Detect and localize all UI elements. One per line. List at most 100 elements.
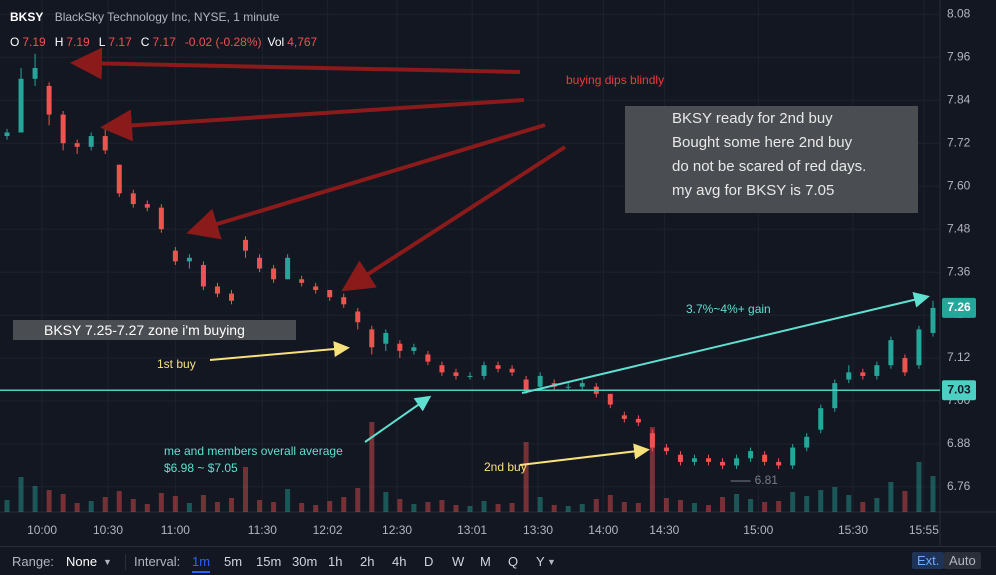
volume-bar <box>902 491 908 512</box>
interval-button[interactable]: 30m <box>292 554 318 569</box>
volume-bar <box>144 504 150 512</box>
price-label-box <box>942 297 976 318</box>
volume-bar <box>860 502 866 512</box>
volume-bar <box>537 497 543 512</box>
change: -0.02 (-0.28%) <box>184 35 262 49</box>
x-tick-label: 15:00 <box>743 523 773 537</box>
candle-body <box>734 458 740 466</box>
volume-bar <box>495 504 501 512</box>
candle-body <box>790 447 796 466</box>
volume-bar <box>916 462 922 512</box>
candle-body <box>916 329 922 366</box>
ohlc-row: O 7.19 H 7.19 L 7.17 C 7.17 -0.02 (-0.28%) Vol 4,7… <box>10 35 317 49</box>
volume-bar <box>74 503 80 512</box>
price-label: 7.03 <box>947 382 971 396</box>
annotation: 2nd buy <box>484 460 527 474</box>
annotation: buying dips blindly <box>566 73 665 87</box>
candle-body <box>383 332 389 344</box>
auto-button[interactable]: Auto <box>944 552 981 569</box>
toolbar: Range: None ▼ Interval: 1m 5m 15m 30m 1h 2h 4h… <box>0 546 996 575</box>
volume-bar <box>397 499 403 512</box>
volume-bar <box>228 498 234 512</box>
y-tick-label: 7.60 <box>947 178 971 192</box>
x-tick-label: 11:00 <box>161 523 190 537</box>
divider <box>125 554 126 570</box>
interval-button[interactable]: 15m <box>256 554 282 569</box>
y-tick-label: 7.84 <box>947 92 971 106</box>
interval-button[interactable]: D <box>424 554 434 569</box>
low-label: 6.81 <box>755 473 779 487</box>
volume-bar <box>32 486 38 512</box>
y-tick-label: 6.88 <box>947 436 971 450</box>
interval-button[interactable]: 4h <box>392 554 407 569</box>
candle-body <box>4 132 10 137</box>
chart: 8.087.967.847.727.607.487.367.247.127.00… <box>0 0 996 545</box>
annotation: me and members overall average <box>164 444 343 458</box>
dropdown-icon: ▼ <box>547 557 556 567</box>
x-tick-label: 13:30 <box>523 523 553 537</box>
volume-bar <box>88 501 94 512</box>
note-line: do not be scared of red days. <box>672 158 867 175</box>
candle-body <box>677 454 683 462</box>
interval-button[interactable]: 1m <box>192 554 211 573</box>
candle-body <box>102 136 108 151</box>
note-line: Bought some here 2nd buy <box>672 134 853 151</box>
interval-button[interactable]: W <box>452 554 465 569</box>
zone-box: BKSY 7.25-7.27 zone i'm buying <box>13 320 296 340</box>
ohlc-label: L <box>98 35 106 49</box>
ohlc-label: O <box>10 35 20 49</box>
interval-button[interactable]: Q <box>508 554 519 569</box>
volume-bar <box>748 499 754 512</box>
interval-button[interactable]: 2h <box>360 554 375 569</box>
volume-bar <box>46 490 52 512</box>
annotation-arrows <box>70 47 930 466</box>
candle-body <box>411 347 417 351</box>
volume-bar <box>509 503 515 512</box>
volume-bar <box>677 500 683 512</box>
x-tick-label: 10:00 <box>27 523 57 537</box>
volume-bar <box>691 503 697 512</box>
range-select[interactable]: None <box>66 554 98 569</box>
candle-body <box>285 257 291 280</box>
volume-bar <box>649 427 655 512</box>
interval-button[interactable]: 1h <box>328 554 343 569</box>
candle-body <box>341 297 347 305</box>
candle-body <box>327 290 333 298</box>
volume-bar <box>158 493 164 512</box>
candle-body <box>200 264 206 287</box>
candle-body <box>874 365 880 376</box>
volume-bar <box>734 494 740 512</box>
dropdown-icon: ▼ <box>103 557 112 567</box>
candle-body <box>691 458 697 462</box>
candle-body <box>748 451 754 459</box>
volume-bar <box>804 496 810 512</box>
candle-body <box>60 114 66 144</box>
volume-bar <box>635 503 641 512</box>
interval-button[interactable]: Y <box>536 554 545 569</box>
candle-body <box>299 279 305 283</box>
candle-body <box>888 340 894 366</box>
interval-button[interactable]: 5m <box>224 554 243 569</box>
ext-button[interactable]: Ext. <box>912 552 945 569</box>
annotation: $6.98 ~ $7.05 <box>164 461 238 475</box>
candle-body <box>537 375 543 387</box>
candle-body <box>18 78 24 133</box>
volume-label: Vol <box>267 35 285 49</box>
candle-body <box>579 383 585 387</box>
volume-bar <box>467 506 473 512</box>
range-label: Range: <box>12 554 54 569</box>
interval-button[interactable]: M <box>480 554 491 569</box>
volume-bar <box>285 489 291 512</box>
volume-bar <box>200 495 206 512</box>
x-tick-label: 15:55 <box>909 523 939 537</box>
candle-body <box>762 454 768 462</box>
candle-body <box>846 372 852 380</box>
candle-body <box>818 408 824 430</box>
volume-bar <box>888 482 894 512</box>
candle-body <box>804 436 810 448</box>
interval-label: Interval: <box>134 554 181 569</box>
volume-bar <box>214 502 220 512</box>
volume-bar <box>355 488 361 512</box>
candle-body <box>832 383 838 409</box>
